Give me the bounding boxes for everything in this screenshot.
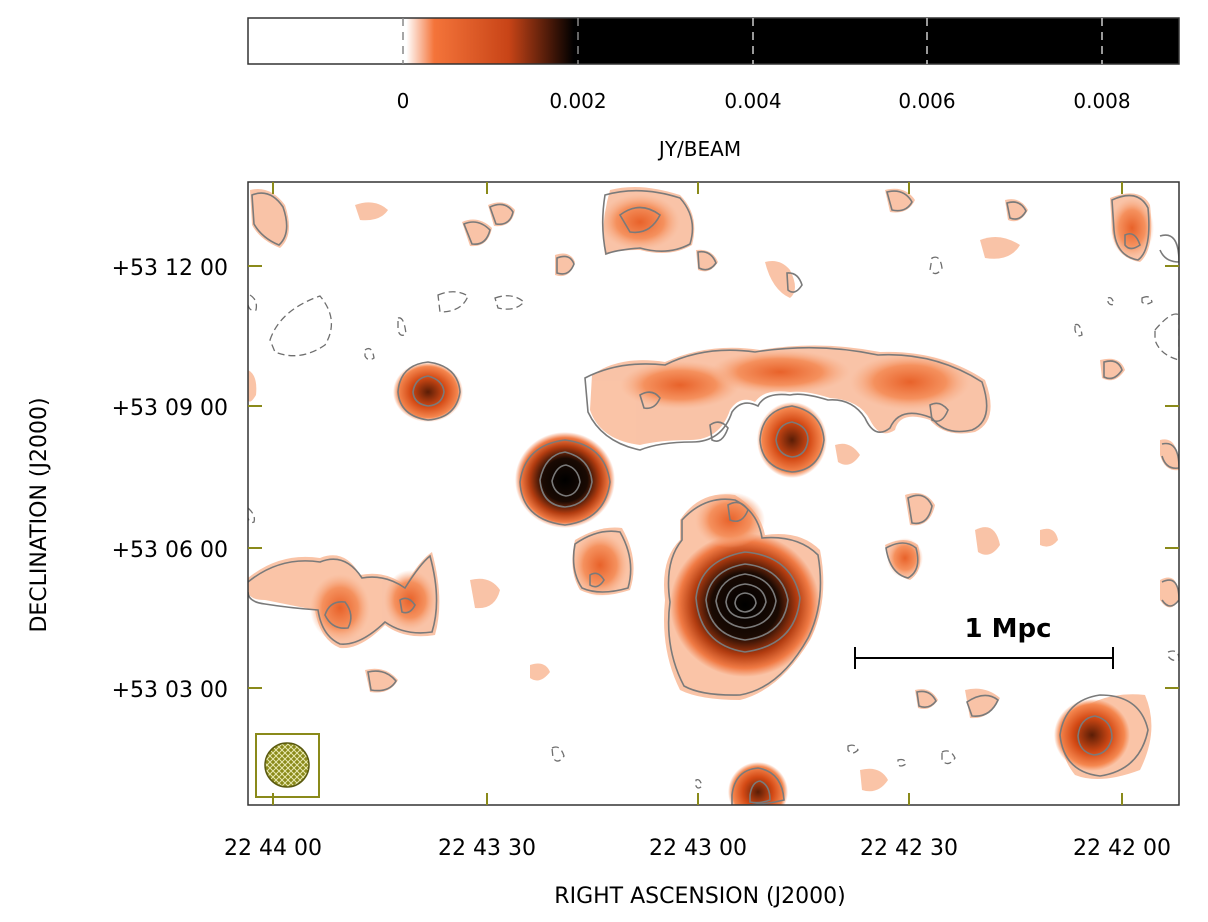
map-background (248, 182, 1179, 805)
axis-tick-marks (248, 182, 1179, 805)
source-blob (620, 361, 740, 409)
map-panel: 1 Mpc (247, 181, 1180, 806)
source-blob (393, 362, 463, 422)
beam-box (255, 733, 320, 798)
source-blob (1054, 699, 1130, 771)
scale-bar-label: 1 Mpc (964, 614, 1051, 644)
emission-layer (248, 186, 1179, 805)
negative-contours (248, 256, 1179, 789)
x-tick-label: 22 44 00 (224, 836, 322, 861)
source-blob (600, 194, 680, 250)
y-tick-label: +53 09 00 (112, 396, 228, 421)
source-blob (710, 350, 850, 394)
y-axis-title: DECLINATION (J2000) (27, 397, 52, 632)
source-blob (1110, 198, 1154, 258)
x-tick-label: 22 42 00 (1073, 836, 1171, 861)
colorbar-tick-marks (402, 18, 1103, 64)
y-tick-labels: +53 12 00 +53 09 00 +53 06 00 +53 03 00 (112, 256, 228, 703)
positive-contours (248, 189, 1179, 805)
beam-indicator (255, 733, 320, 798)
beam-ellipse (264, 742, 310, 788)
x-tick-label: 22 42 30 (860, 836, 958, 861)
y-tick-label: +53 12 00 (112, 256, 228, 281)
source-blob (757, 402, 827, 478)
colorbar-title: JY/BEAM (657, 137, 741, 161)
x-tick-label: 22 43 00 (649, 836, 747, 861)
source-blob (728, 762, 788, 805)
map-frame (247, 181, 1180, 806)
x-tick-labels: 22 44 00 22 43 30 22 43 00 22 42 30 22 4… (224, 836, 1171, 861)
colorbar: 0 0.002 0.004 0.006 0.008 JY/BEAM (247, 17, 1180, 161)
colorbar-tick-label: 0.004 (724, 89, 781, 113)
colorbar-tick-label: 0.006 (898, 89, 955, 113)
source-blob (887, 538, 923, 578)
colorbar-tick-label: 0 (397, 89, 410, 113)
source-blob (310, 574, 370, 642)
x-axis-title: RIGHT ASCENSION (J2000) (554, 884, 845, 909)
x-tick-label: 22 43 30 (438, 836, 536, 861)
colorbar-tick-label: 0.008 (1073, 89, 1130, 113)
source-blob (572, 533, 628, 597)
source-blob (670, 533, 820, 677)
colorbar-tick-label: 0.002 (549, 89, 606, 113)
y-tick-label: +53 06 00 (112, 538, 228, 563)
source-blob (850, 354, 970, 410)
y-tick-label: +53 03 00 (112, 678, 228, 703)
colorbar-gradient (247, 17, 1180, 65)
scale-bar (854, 647, 1114, 669)
source-blob (515, 432, 615, 528)
